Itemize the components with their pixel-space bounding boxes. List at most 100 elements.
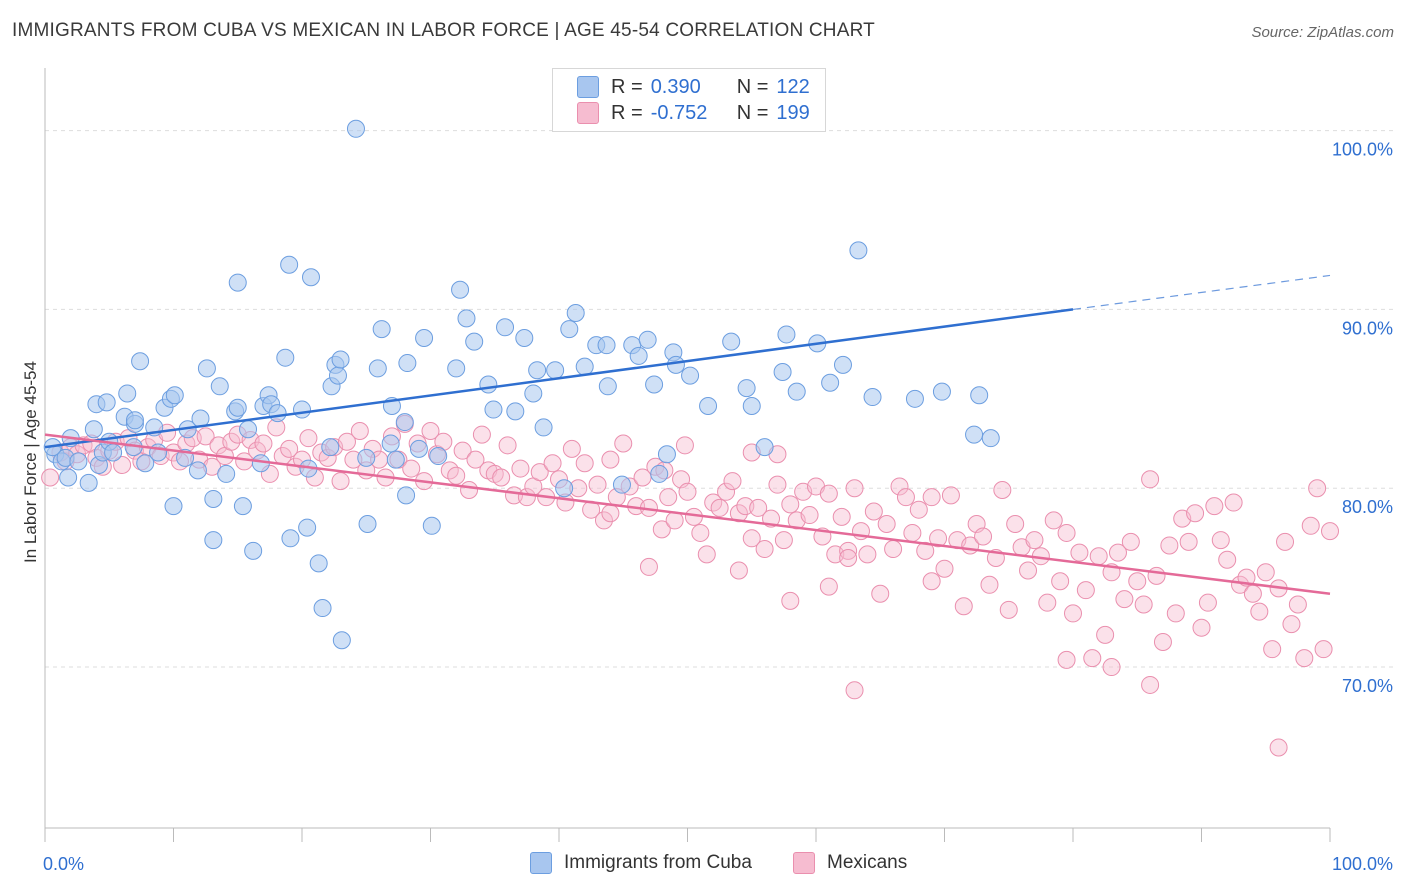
mexicans-point bbox=[819, 577, 838, 596]
cuba-point bbox=[397, 486, 416, 505]
cuba-point bbox=[217, 464, 236, 483]
correlation-legend: R = 0.390 N = 122 R = -0.752 N = 199 bbox=[552, 68, 826, 132]
mexicans-point bbox=[800, 506, 819, 525]
mexicans-points bbox=[41, 414, 1339, 757]
x-tick-label-min: 0.0% bbox=[43, 854, 84, 874]
mexicans-point bbox=[697, 545, 716, 564]
mexicans-point bbox=[922, 488, 941, 507]
mexicans-point bbox=[1263, 640, 1282, 659]
mexicans-point bbox=[916, 541, 935, 560]
cuba-point bbox=[409, 439, 428, 458]
mexicans-point bbox=[1057, 523, 1076, 542]
cuba-point bbox=[395, 413, 414, 432]
mexicans-point bbox=[935, 559, 954, 578]
mexicans-point bbox=[1224, 493, 1243, 512]
legend-item-mexicans[interactable]: Mexicans bbox=[793, 852, 907, 874]
cuba-point bbox=[821, 373, 840, 392]
mexicans-point bbox=[1205, 497, 1224, 516]
cuba-point bbox=[645, 375, 664, 394]
mexicans-point bbox=[1044, 511, 1063, 530]
cuba-point bbox=[849, 241, 868, 260]
mexicans-point bbox=[1038, 593, 1057, 612]
mexicans-point bbox=[575, 454, 594, 473]
cuba-point bbox=[515, 329, 534, 348]
mexicans-point bbox=[1076, 581, 1095, 600]
cuba-point bbox=[228, 273, 247, 292]
mexicans-point bbox=[1147, 566, 1166, 585]
mexicans-point bbox=[472, 425, 491, 444]
cuba-point bbox=[981, 429, 1000, 448]
cuba-point bbox=[69, 452, 88, 471]
cuba-point bbox=[560, 320, 579, 339]
cuba-point bbox=[313, 599, 332, 618]
mexicans-point bbox=[1141, 675, 1160, 694]
cuba-point bbox=[104, 443, 123, 462]
mexicans-point bbox=[1134, 595, 1153, 614]
mexicans-point bbox=[639, 557, 658, 576]
cuba-point bbox=[357, 448, 376, 467]
n-label: N = bbox=[736, 101, 769, 124]
cuba-point bbox=[681, 366, 700, 385]
r-label: R = bbox=[611, 75, 643, 98]
r-label: R = bbox=[611, 101, 643, 124]
mexicans-point bbox=[941, 486, 960, 505]
mexicans-point bbox=[1192, 618, 1211, 637]
cuba-point bbox=[932, 382, 951, 401]
cuba-point bbox=[346, 119, 365, 138]
mexicans-point bbox=[729, 561, 748, 580]
cuba-swatch bbox=[577, 76, 599, 98]
mexicans-point bbox=[1070, 543, 1089, 562]
mexicans-point bbox=[1198, 593, 1217, 612]
source-label: Source: ZipAtlas.com bbox=[1251, 24, 1394, 41]
cuba-point bbox=[496, 318, 515, 337]
mexicans-point bbox=[832, 507, 851, 526]
cuba-point bbox=[244, 541, 263, 560]
mexicans-point bbox=[845, 681, 864, 700]
cuba-point bbox=[398, 354, 417, 373]
cuba-point bbox=[650, 464, 669, 483]
cuba-point bbox=[84, 420, 103, 439]
cuba-point bbox=[59, 468, 78, 487]
cuba-point bbox=[465, 332, 484, 351]
mexicans-point bbox=[350, 422, 369, 441]
mexicans-point bbox=[1115, 590, 1134, 609]
mexicans-point bbox=[1256, 563, 1275, 582]
legend-item-cuba[interactable]: Immigrants from Cuba bbox=[530, 852, 752, 874]
mexicans-point bbox=[196, 427, 215, 446]
cuba-point bbox=[332, 631, 351, 650]
mexicans-point bbox=[1295, 649, 1314, 668]
mexicans-point bbox=[1218, 550, 1237, 569]
mexicans-point bbox=[652, 520, 671, 539]
cuba-point bbox=[293, 400, 311, 419]
cuba-point bbox=[566, 303, 585, 322]
mexicans-point bbox=[749, 498, 768, 517]
cuba-point bbox=[429, 447, 448, 466]
cuba-point bbox=[666, 355, 685, 374]
y-axis-title: In Labor Force | Age 45-54 bbox=[21, 361, 40, 563]
cuba-point bbox=[328, 366, 347, 385]
mexicans-point bbox=[1250, 602, 1269, 621]
mexicans-point bbox=[755, 540, 774, 559]
n-value-cuba: 122 bbox=[776, 75, 810, 98]
cuba-point bbox=[204, 531, 223, 550]
trend-lines bbox=[44, 274, 1331, 595]
cuba-point bbox=[228, 398, 247, 417]
cuba-point bbox=[629, 346, 648, 365]
cuba-point bbox=[386, 450, 405, 469]
mexicans-point bbox=[890, 477, 909, 496]
mexicans-point bbox=[717, 482, 736, 501]
mexicans-point bbox=[280, 439, 299, 458]
mexicans-point bbox=[980, 575, 999, 594]
mexicans-point bbox=[511, 459, 530, 478]
y-tick-label: 100.0% bbox=[1332, 140, 1393, 160]
mexicans-point bbox=[113, 455, 132, 474]
cuba-point bbox=[777, 325, 796, 344]
mexicans-swatch bbox=[577, 102, 599, 124]
mexicans-point bbox=[466, 450, 485, 469]
mexicans-point bbox=[594, 511, 613, 530]
mexicans-point bbox=[858, 545, 877, 564]
cuba-trend-line bbox=[44, 308, 1074, 449]
mexicans-point bbox=[909, 500, 928, 519]
mexicans-point bbox=[601, 450, 620, 469]
cuba-point bbox=[555, 479, 574, 498]
